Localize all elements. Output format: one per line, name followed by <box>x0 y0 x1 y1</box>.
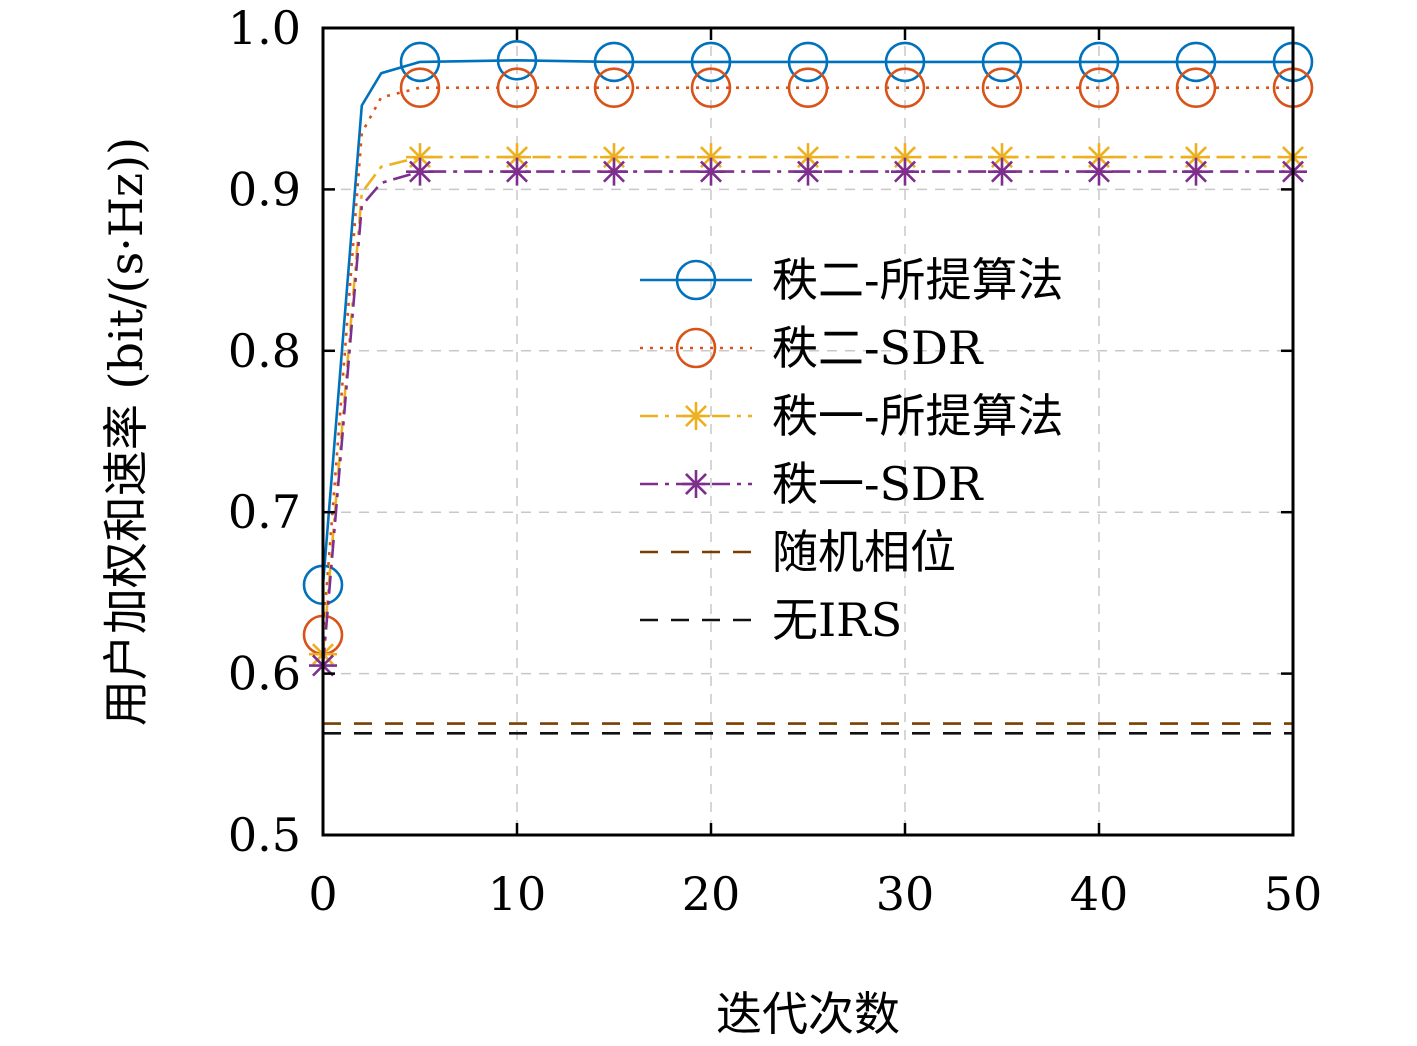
series-line <box>321 58 1293 585</box>
legend-entry: 秩二-所提算法 <box>640 253 1064 307</box>
data-point <box>682 402 710 430</box>
data-point <box>1182 157 1210 186</box>
series-秩二-SDR <box>302 67 1314 656</box>
data-point <box>399 67 441 109</box>
legend-entry: 秩一-所提算法 <box>640 389 1064 443</box>
data-point <box>1085 157 1113 186</box>
data-point <box>981 67 1023 109</box>
data-point <box>787 41 829 83</box>
tick-layer: 0 10 20 30 40 50 0.5 0.6 0.7 0.8 0.9 1.0 <box>228 1 1322 921</box>
data-point <box>981 41 1023 83</box>
y-tick-label: 0.6 <box>228 647 301 701</box>
y-tick-label: 0.5 <box>228 808 301 862</box>
series-layer <box>302 39 1314 735</box>
data-point <box>496 39 538 81</box>
data-point <box>675 327 717 369</box>
x-axis-label: 迭代次数 <box>716 987 900 1041</box>
data-point <box>682 470 710 498</box>
data-point <box>787 67 829 109</box>
data-point <box>891 157 919 186</box>
legend-label: 秩一-所提算法 <box>772 389 1064 443</box>
x-tick-label: 10 <box>488 867 547 921</box>
data-point <box>593 67 635 109</box>
legend-label: 秩二-所提算法 <box>772 253 1064 307</box>
data-point <box>496 67 538 109</box>
data-point <box>794 157 822 186</box>
y-tick-label: 0.7 <box>228 485 301 539</box>
data-point <box>697 157 725 186</box>
y-axis-label: 用户加权和速率 (bit/(s·Hz)) <box>99 137 153 726</box>
data-point <box>399 41 441 83</box>
legend-label: 无IRS <box>772 593 902 647</box>
data-point <box>503 157 531 186</box>
legend-label: 秩一-SDR <box>772 457 984 511</box>
plot-frame <box>321 26 1295 837</box>
x-tick-label: 20 <box>682 867 741 921</box>
data-point <box>690 41 732 83</box>
data-point <box>1078 67 1120 109</box>
legend-entry: 无IRS <box>640 593 902 647</box>
data-point <box>884 67 926 109</box>
legend-entry: 随机相位 <box>640 525 956 579</box>
series-秩二-所提算法 <box>302 39 1314 606</box>
data-point <box>406 157 434 186</box>
data-point <box>593 41 635 83</box>
legend-label: 秩二-SDR <box>772 321 984 375</box>
y-tick-label: 0.9 <box>228 162 301 216</box>
legend-label: 随机相位 <box>772 525 956 579</box>
x-tick-label: 50 <box>1264 867 1323 921</box>
data-point <box>1078 41 1120 83</box>
x-tick-label: 0 <box>308 867 337 921</box>
x-tick-label: 40 <box>1070 867 1129 921</box>
y-tick-label: 1.0 <box>228 1 301 55</box>
series-line <box>321 86 1293 636</box>
data-point <box>675 259 717 301</box>
y-tick-label: 0.8 <box>228 324 301 378</box>
series-秩一-SDR <box>309 157 1307 680</box>
x-tick-label: 30 <box>876 867 935 921</box>
data-point <box>988 157 1016 186</box>
data-point <box>884 41 926 83</box>
legend-entry: 秩二-SDR <box>640 321 984 375</box>
data-point <box>690 67 732 109</box>
data-point <box>1175 67 1217 109</box>
legend-entry: 秩一-SDR <box>640 457 984 511</box>
data-point <box>1175 41 1217 83</box>
data-point <box>600 157 628 186</box>
